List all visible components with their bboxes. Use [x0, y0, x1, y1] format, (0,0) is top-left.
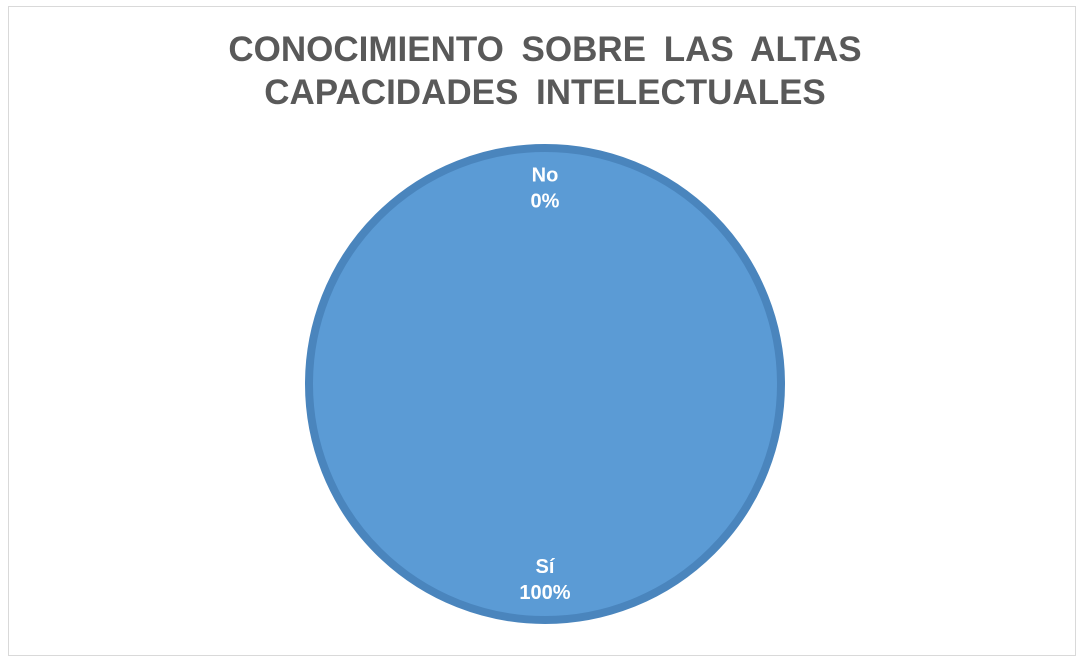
slice-value-label: 100% — [519, 582, 570, 604]
slice-category-label: No — [532, 164, 559, 186]
slice-category-label: Sí — [536, 556, 556, 578]
pie-slice — [305, 144, 785, 624]
chart-title: CONOCIMIENTO SOBRE LAS ALTAS CAPACIDADES… — [228, 30, 862, 112]
slice-value-label: 0% — [531, 190, 560, 212]
